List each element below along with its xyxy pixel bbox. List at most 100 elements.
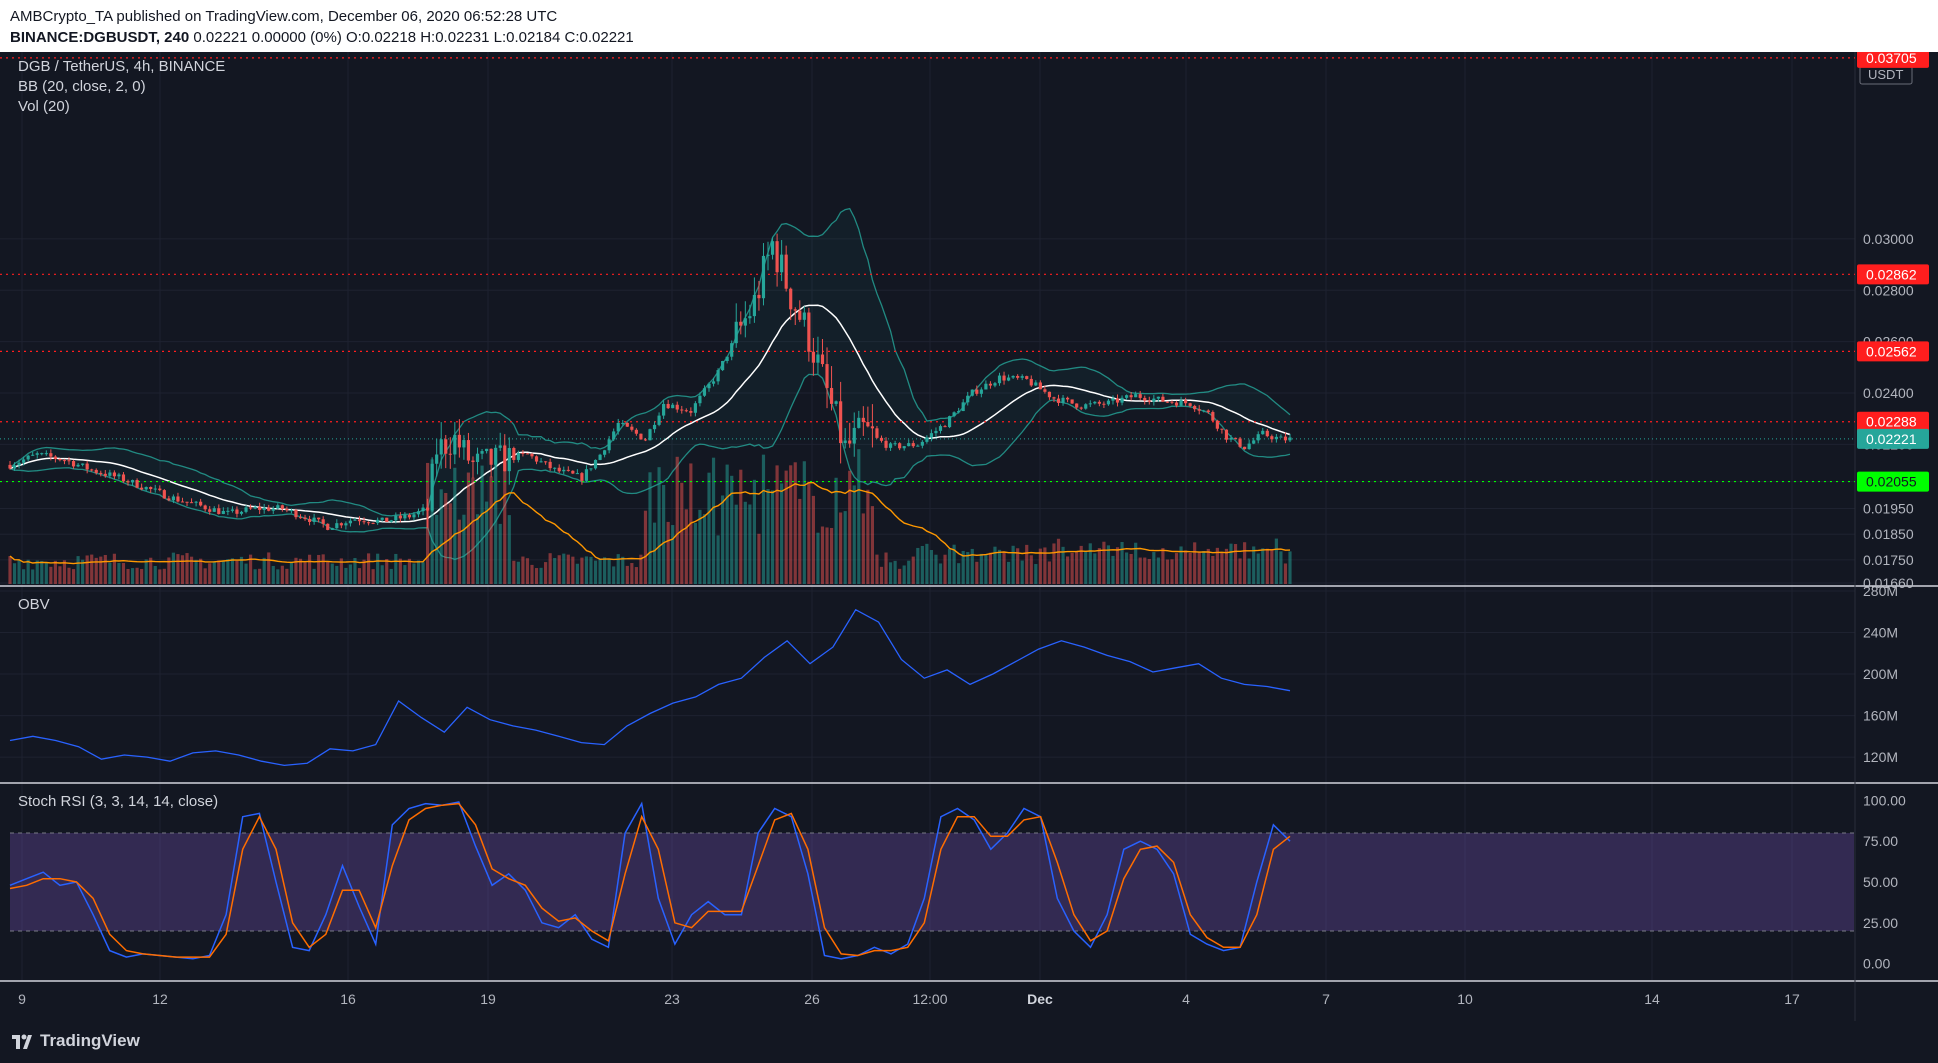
volume-bar	[330, 563, 334, 584]
symbol-label[interactable]: BINANCE:DGBUSDT, 240	[10, 29, 190, 46]
level-tag-box	[1857, 52, 1929, 68]
candle-body	[12, 465, 17, 469]
level-tag-label: 0.02862	[1866, 266, 1917, 282]
candle-body	[984, 383, 988, 390]
candle-body	[648, 429, 652, 441]
candle-body	[888, 443, 893, 448]
volume-bar	[498, 523, 502, 584]
candle-body	[725, 356, 729, 362]
grid-lines	[0, 52, 1855, 980]
candle-body	[466, 440, 471, 461]
candle-body	[1197, 409, 1201, 411]
volume-bar	[85, 555, 89, 584]
tradingview-logo-icon[interactable]	[10, 1031, 34, 1053]
volume-bar	[140, 568, 144, 584]
candle-body	[453, 434, 457, 455]
candle-body	[861, 417, 865, 423]
last-price-tag: 0.02221	[1857, 428, 1929, 449]
volume-bar	[1143, 557, 1147, 584]
volume-bar	[966, 552, 970, 584]
volume-bar	[680, 482, 684, 584]
candle-body	[507, 448, 511, 472]
volume-bar	[825, 527, 829, 584]
price-y-axis: 0.030000.028000.026000.024000.022000.020…	[1863, 231, 1914, 591]
candle-body	[1184, 400, 1188, 404]
volume-bar	[1274, 538, 1278, 584]
volume-bar	[1111, 555, 1115, 584]
candle-body	[180, 501, 185, 503]
candle-body	[943, 426, 947, 428]
level-tag-box	[1857, 264, 1929, 285]
volume-bar	[734, 504, 738, 584]
candle-body	[485, 448, 489, 452]
volume-bar	[721, 495, 725, 584]
candle-body	[1066, 397, 1070, 400]
volume-bar	[1047, 561, 1052, 584]
volume-bar	[1283, 563, 1288, 584]
obv-line	[9, 608, 1291, 767]
volume-bar	[1016, 548, 1020, 584]
candle-body	[911, 443, 915, 447]
candle-body	[412, 514, 416, 518]
level-tag-label: 0.02288	[1866, 414, 1917, 430]
volume-bar	[988, 552, 993, 584]
candle-body	[929, 433, 934, 438]
volume-bar	[117, 562, 121, 584]
candle-body	[893, 443, 897, 445]
volume-bar	[816, 532, 820, 584]
volume-bar	[671, 525, 675, 584]
volume-bar	[12, 563, 17, 584]
volume-bar	[911, 556, 915, 584]
volume-bar	[1211, 555, 1215, 584]
candle-body	[244, 507, 248, 512]
candle-body	[1043, 389, 1047, 392]
candle-body	[307, 519, 312, 522]
volume-bar	[112, 553, 116, 584]
volume-bar	[1025, 544, 1029, 584]
candle-body	[112, 472, 116, 477]
volume-bar	[612, 566, 616, 584]
volume-bar	[811, 495, 815, 584]
candle-body	[820, 354, 825, 365]
tradingview-brand[interactable]: TradingView	[40, 1031, 140, 1050]
candle-body	[262, 507, 266, 510]
candle-body	[1061, 397, 1065, 403]
volume-bar	[448, 503, 452, 584]
volume-bar	[857, 449, 861, 584]
volume-bar	[766, 489, 770, 584]
candle-body	[1088, 403, 1092, 405]
candle-body	[1261, 430, 1265, 435]
candle-body	[426, 507, 430, 511]
candle-body	[521, 452, 525, 454]
candle-body	[276, 505, 280, 509]
volume-bar	[984, 554, 988, 584]
volume-bar	[144, 559, 148, 584]
candle-body	[702, 388, 707, 396]
candle-body	[140, 487, 144, 490]
volume-bar	[1229, 543, 1233, 584]
volume-bar	[494, 459, 498, 584]
volume-bar	[888, 562, 893, 584]
volume-bar	[539, 567, 543, 584]
volume-bar	[607, 559, 611, 584]
candle-body	[208, 509, 212, 512]
volume-bar	[739, 469, 743, 584]
volume-ma-line	[9, 482, 1291, 565]
candle-body	[621, 422, 625, 424]
candle-body	[1161, 396, 1165, 402]
volume-bar	[1184, 550, 1188, 584]
volume-bar	[848, 470, 852, 584]
volume-bar	[1161, 548, 1165, 584]
volume-bar	[1125, 552, 1129, 584]
candle-body	[253, 506, 257, 509]
trading-chart[interactable]: 0.030000.028000.026000.024000.022000.020…	[0, 52, 1938, 1021]
price-tick-label: 0.01850	[1863, 526, 1914, 542]
volume-bar	[1238, 558, 1242, 584]
stoch-band-fill	[10, 833, 1854, 931]
volume-bar	[444, 492, 448, 584]
volume-bar	[752, 479, 756, 584]
candle-body	[816, 354, 820, 363]
volume-bar	[416, 560, 421, 584]
price-tick-label: 0.01750	[1863, 552, 1914, 568]
volume-bar	[1193, 542, 1197, 584]
